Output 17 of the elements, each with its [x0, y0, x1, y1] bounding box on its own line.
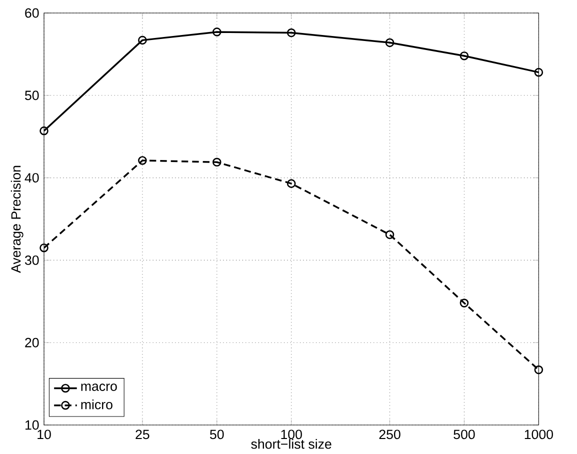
x-axis-title: short−list size [251, 438, 332, 449]
x-tick-label: 50 [210, 430, 224, 440]
y-tick-label: 40 [24, 173, 39, 183]
x-tick-label: 25 [136, 430, 150, 440]
x-tick-label: 250 [379, 430, 400, 440]
y-tick-label: 30 [24, 255, 39, 265]
y-tick-label: 60 [25, 8, 39, 18]
x-tick-label: 500 [454, 430, 475, 440]
y-tick-label: 20 [25, 338, 39, 348]
y-tick-label: 10 [25, 420, 39, 430]
legend-label: macro [81, 384, 117, 391]
y-axis-title: Average Precision [10, 166, 24, 273]
x-tick-label: 10 [38, 430, 51, 440]
x-tick-label: 100 [281, 430, 302, 440]
legend-label: micro [81, 399, 112, 410]
x-tick-label: 1000 [524, 430, 553, 440]
y-tick-label: 50 [25, 90, 39, 100]
